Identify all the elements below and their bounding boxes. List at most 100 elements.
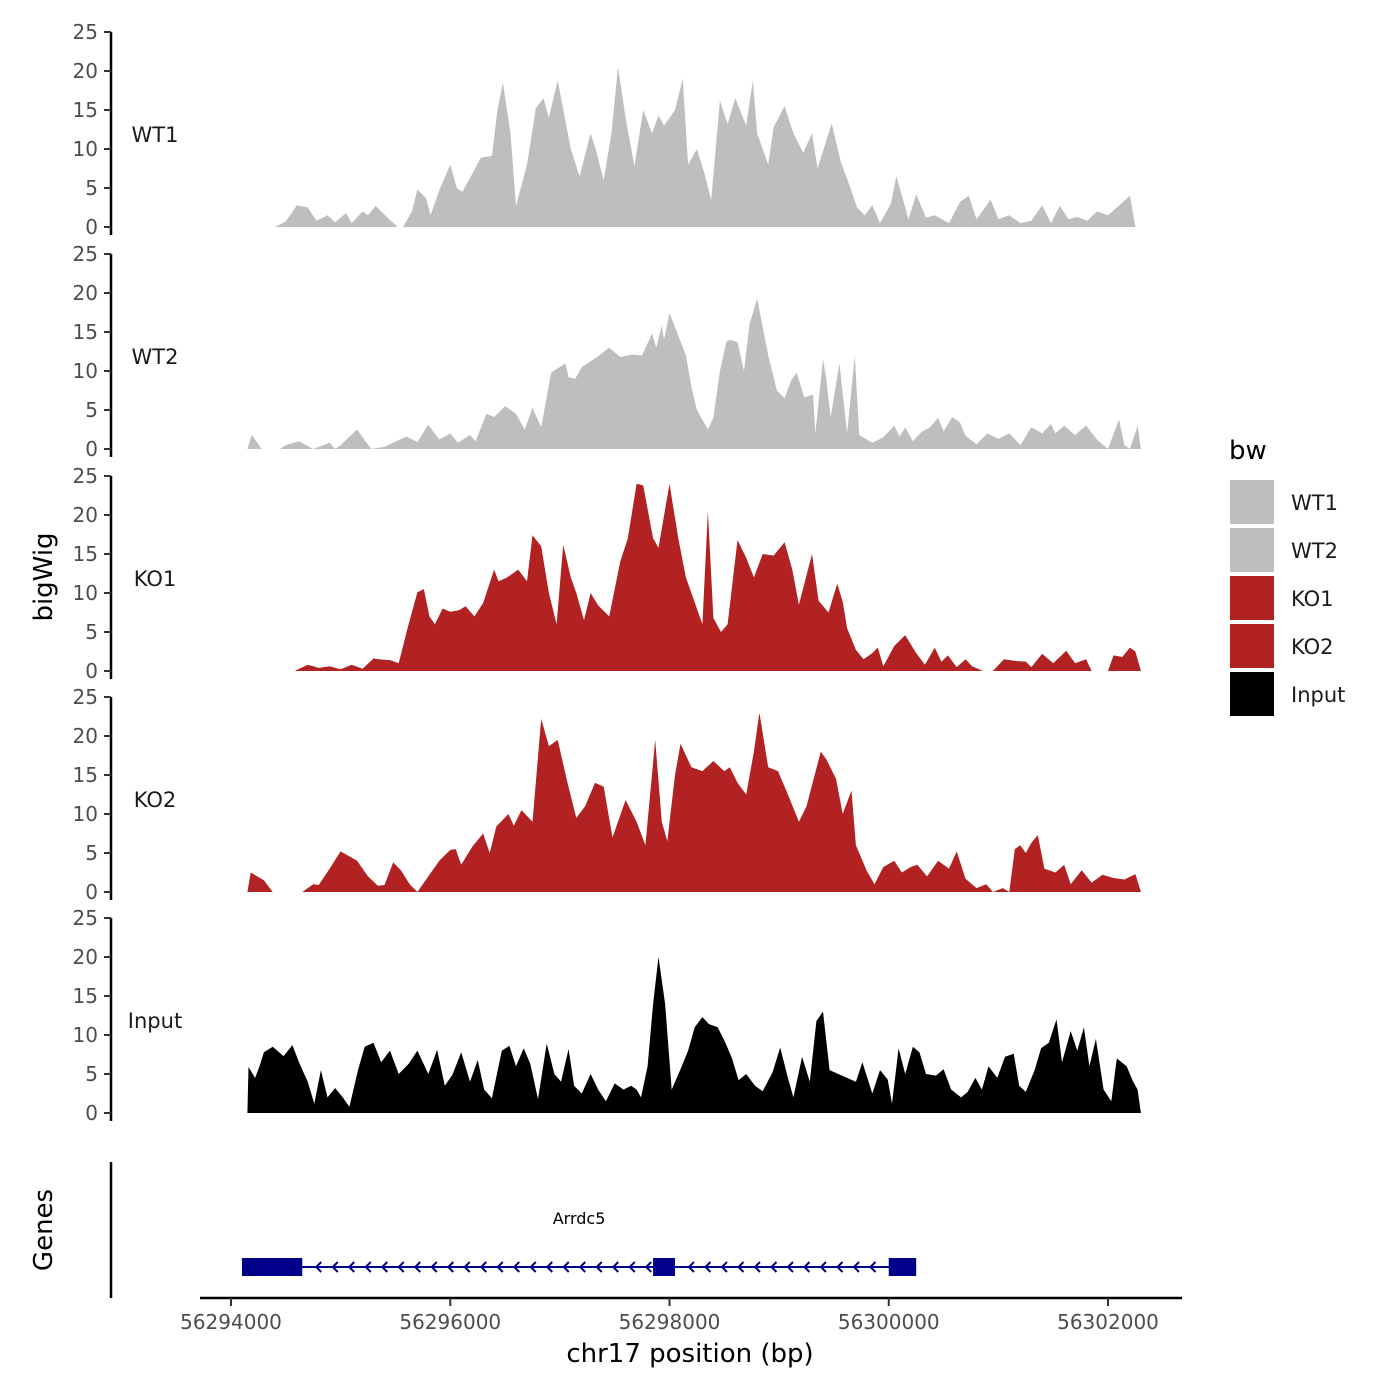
legend-title: bw [1229,436,1267,466]
x-axis-ticks: 56294000 56296000 56298000 56300000 56302000 [180,1298,1159,1334]
gene-exon [653,1258,675,1276]
strand-arrow [364,1261,372,1273]
track-label-input: Input [128,1009,182,1033]
strand-arrow [545,1261,553,1273]
legend-label-wt1: WT1 [1291,491,1338,515]
strand-arrow [720,1261,728,1273]
strand-arrow [562,1261,570,1273]
coverage-area-ko2 [247,712,1141,892]
y-tick-label: 5 [85,841,98,865]
y-tick-label: 0 [85,659,98,683]
y-tick-label: 5 [85,1062,98,1086]
track-label-wt2: WT2 [132,345,179,369]
y-tick-label: 25 [73,685,98,709]
legend-swatch-wt1 [1230,480,1274,524]
y-tick-label: 15 [73,98,98,122]
y-tick-label: 0 [85,215,98,239]
genes-axis-title: Genes [29,1189,59,1271]
y-tick-label: 20 [73,503,98,527]
x-axis: 56294000 56296000 56298000 56300000 56302000… [180,1296,1182,1369]
coverage-tracks: 0 5 10 15 20 25 WT1 0 5 10 15 20 25 WT2 0 5 10 15 20 25 KO1 0… [73,20,1141,1125]
y-tick-label: 5 [85,620,98,644]
x-tick-label: 56294000 [180,1310,282,1334]
strand-arrow [397,1261,405,1273]
strand-arrow [786,1261,794,1273]
strand-arrow [852,1261,860,1273]
coverage-area-input [247,957,1141,1113]
legend-label-wt2: WT2 [1291,539,1338,563]
y-tick-label: 0 [85,880,98,904]
strand-arrow [770,1261,778,1273]
legend-swatch-input [1230,672,1274,716]
gene-exon [241,1258,303,1276]
track-ko1: 0 5 10 15 20 25 KO1 [73,464,1141,683]
y-tick-label: 10 [73,581,98,605]
y-tick-label: 10 [73,1023,98,1047]
gene-exon [888,1258,917,1276]
strand-arrow [413,1261,421,1273]
y-tick-label: 15 [73,320,98,344]
x-tick-label: 56302000 [1057,1310,1159,1334]
strand-arrow [836,1261,844,1273]
y-tick-label: 25 [73,20,98,44]
strand-arrow [611,1261,619,1273]
gene-model-arrdc5 [241,1258,917,1276]
strand-arrow [753,1261,761,1273]
legend-label-ko1: KO1 [1291,587,1334,611]
strand-arrow [819,1261,827,1273]
legend-entries: WT1 WT2 KO1 KO2 Input [1230,480,1345,716]
strand-arrow [628,1261,636,1273]
y-tick-label: 10 [73,359,98,383]
gene-label: Arrdc5 [553,1209,606,1228]
track-wt1: 0 5 10 15 20 25 WT1 [73,20,1136,239]
genes-panel: Genes Arrdc5 [29,1162,917,1298]
coverage-area-ko1 [294,483,1141,671]
strand-arrow [803,1261,811,1273]
strand-arrow [314,1261,322,1273]
strand-arrow [331,1261,339,1273]
y-tick-label: 15 [73,763,98,787]
strand-arrow [644,1261,652,1273]
y-tick-label: 20 [73,59,98,83]
strand-arrow [380,1261,388,1273]
strand-arrow [479,1261,487,1273]
strand-arrow [704,1261,712,1273]
strand-arrow [347,1261,355,1273]
strand-arrow [737,1261,745,1273]
strand-arrow [446,1261,454,1273]
y-axis-title: bigWig [29,532,59,621]
strand-arrow [512,1261,520,1273]
y-tick-label: 20 [73,281,98,305]
y-tick-label: 10 [73,137,98,161]
strand-arrow [687,1261,695,1273]
x-tick-label: 56298000 [619,1310,721,1334]
y-tick-label: 25 [73,242,98,266]
y-tick-label: 0 [85,1101,98,1125]
legend-label-ko2: KO2 [1291,635,1334,659]
legend-swatch-ko1 [1230,576,1274,620]
y-tick-label: 0 [85,437,98,461]
track-ko2: 0 5 10 15 20 25 KO2 [73,685,1141,904]
x-tick-label: 56300000 [838,1310,940,1334]
strand-arrow [529,1261,537,1273]
y-tick-label: 20 [73,724,98,748]
legend-swatch-wt2 [1230,528,1274,572]
strand-arrow [595,1261,603,1273]
y-tick-label: 15 [73,984,98,1008]
strand-arrow [496,1261,504,1273]
track-input: 0 5 10 15 20 25 Input [73,906,1141,1125]
strand-arrow [578,1261,586,1273]
track-label-ko1: KO1 [134,567,177,591]
y-tick-label: 25 [73,906,98,930]
y-tick-label: 20 [73,945,98,969]
legend-label-input: Input [1291,683,1345,707]
legend: bw WT1 WT2 KO1 KO2 Input [1229,436,1345,716]
y-tick-label: 5 [85,398,98,422]
y-tick-label: 5 [85,176,98,200]
strand-arrow [463,1261,471,1273]
track-label-ko2: KO2 [134,788,177,812]
coverage-area-wt1 [274,67,1136,227]
strand-arrow [869,1261,877,1273]
track-label-wt1: WT1 [132,123,179,147]
